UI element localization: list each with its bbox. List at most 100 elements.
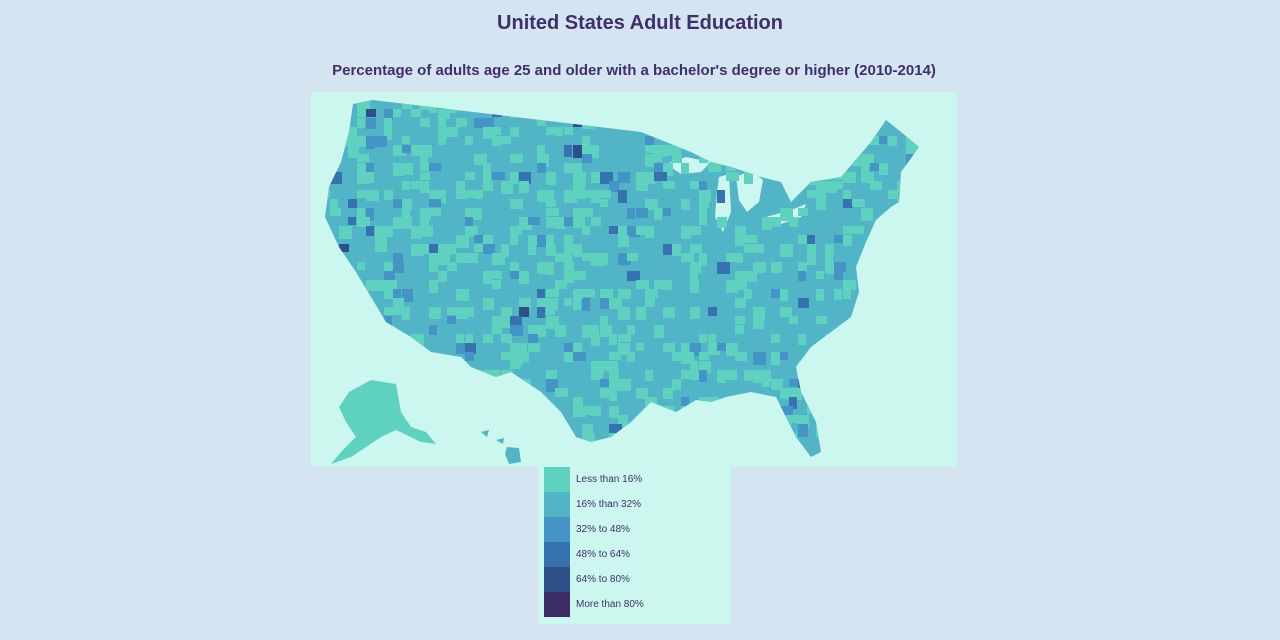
county-cell[interactable]: [645, 172, 655, 184]
county-cell[interactable]: [636, 424, 647, 434]
county-cell[interactable]: [510, 235, 518, 245]
county-cell[interactable]: [915, 199, 925, 210]
county-cell[interactable]: [906, 442, 919, 454]
county-cell[interactable]: [699, 208, 707, 221]
county-cell[interactable]: [870, 280, 881, 291]
county-cell[interactable]: [690, 271, 698, 283]
county-cell[interactable]: [753, 397, 761, 409]
county-cell[interactable]: [708, 127, 718, 137]
county-cell[interactable]: [843, 235, 852, 246]
county-cell[interactable]: [609, 388, 617, 401]
county-cell[interactable]: [807, 352, 816, 364]
county-cell[interactable]: [753, 352, 766, 365]
county-cell[interactable]: [528, 235, 537, 245]
county-cell[interactable]: [501, 100, 513, 110]
county-cell[interactable]: [843, 136, 855, 149]
county-cell[interactable]: [717, 217, 727, 228]
county-cell[interactable]: [519, 397, 531, 409]
county-cell[interactable]: [645, 289, 658, 298]
county-cell[interactable]: [366, 208, 374, 221]
county-cell[interactable]: [582, 118, 595, 129]
county-cell[interactable]: [798, 424, 808, 437]
county-cell[interactable]: [447, 127, 458, 137]
county-cell[interactable]: [573, 352, 586, 361]
county-cell[interactable]: [564, 451, 574, 460]
county-cell[interactable]: [654, 208, 662, 220]
county-cell[interactable]: [519, 415, 527, 427]
county-cell[interactable]: [690, 307, 700, 319]
county-cell[interactable]: [393, 262, 404, 273]
county-cell[interactable]: [708, 136, 717, 145]
county-cell[interactable]: [357, 136, 370, 147]
county-cell[interactable]: [780, 307, 792, 317]
county-cell[interactable]: [771, 379, 783, 390]
county-cell[interactable]: [402, 181, 410, 190]
county-cell[interactable]: [915, 289, 928, 302]
county-cell[interactable]: [609, 433, 622, 445]
county-cell[interactable]: [915, 406, 925, 417]
county-cell[interactable]: [861, 208, 873, 221]
county-cell[interactable]: [456, 361, 464, 369]
county-cell[interactable]: [609, 370, 619, 382]
county-cell[interactable]: [357, 217, 370, 227]
county-cell[interactable]: [906, 379, 917, 392]
county-cell[interactable]: [591, 172, 600, 183]
county-cell[interactable]: [609, 298, 622, 309]
county-cell[interactable]: [348, 334, 356, 347]
county-cell[interactable]: [888, 109, 900, 118]
county-cell[interactable]: [384, 307, 396, 315]
county-cell[interactable]: [528, 406, 536, 415]
county-cell[interactable]: [600, 316, 608, 326]
county-cell[interactable]: [348, 217, 356, 225]
county-cell[interactable]: [645, 145, 657, 153]
county-cell[interactable]: [861, 163, 869, 176]
county-cell[interactable]: [888, 361, 897, 372]
county-cell[interactable]: [816, 190, 826, 202]
county-cell[interactable]: [717, 190, 725, 203]
county-cell[interactable]: [906, 424, 914, 434]
county-cell[interactable]: [546, 235, 554, 246]
county-cell[interactable]: [915, 100, 927, 109]
county-cell[interactable]: [582, 424, 593, 434]
county-cell[interactable]: [474, 208, 482, 220]
county-cell[interactable]: [744, 289, 752, 299]
county-cell[interactable]: [726, 172, 739, 181]
county-cell[interactable]: [672, 244, 681, 256]
county-cell[interactable]: [591, 334, 600, 346]
county-cell[interactable]: [420, 172, 430, 180]
county-cell[interactable]: [699, 181, 707, 190]
county-cell[interactable]: [519, 352, 529, 362]
county-cell[interactable]: [915, 388, 923, 401]
county-cell[interactable]: [366, 136, 375, 149]
alaska-shape[interactable]: [331, 380, 436, 464]
county-cell[interactable]: [663, 307, 675, 318]
county-cell[interactable]: [528, 442, 537, 455]
county-cell[interactable]: [582, 145, 591, 157]
county-cell[interactable]: [879, 379, 892, 387]
county-cell[interactable]: [546, 307, 555, 315]
county-cell[interactable]: [429, 451, 441, 460]
county-cell[interactable]: [879, 235, 891, 243]
county-cell[interactable]: [789, 415, 798, 423]
county-cell[interactable]: [816, 181, 827, 190]
county-cell[interactable]: [366, 361, 375, 373]
county-cell[interactable]: [393, 343, 403, 353]
county-cell[interactable]: [735, 298, 746, 308]
county-cell[interactable]: [636, 343, 644, 351]
county-cell[interactable]: [708, 397, 719, 408]
county-cell[interactable]: [816, 370, 826, 378]
county-cell[interactable]: [393, 163, 404, 176]
county-cell[interactable]: [690, 343, 701, 356]
county-cell[interactable]: [573, 397, 583, 410]
county-cell[interactable]: [411, 226, 422, 239]
county-cell[interactable]: [690, 361, 698, 373]
county-cell[interactable]: [762, 145, 775, 155]
county-cell[interactable]: [456, 190, 467, 199]
county-cell[interactable]: [780, 388, 793, 399]
county-cell[interactable]: [789, 433, 797, 445]
county-cell[interactable]: [474, 442, 483, 455]
county-cell[interactable]: [861, 343, 874, 354]
county-cell[interactable]: [357, 100, 370, 111]
county-cell[interactable]: [348, 145, 359, 158]
county-cell[interactable]: [915, 352, 925, 364]
